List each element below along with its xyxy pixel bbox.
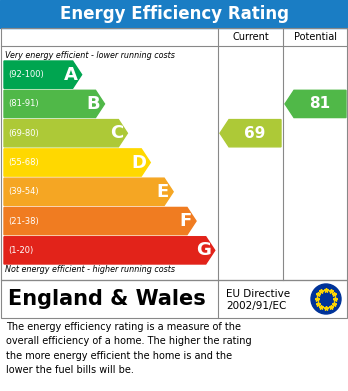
Text: (81-91): (81-91) <box>8 99 39 108</box>
Text: (1-20): (1-20) <box>8 246 33 255</box>
Polygon shape <box>4 149 150 176</box>
Text: E: E <box>156 183 168 201</box>
Bar <box>1 28 347 280</box>
Text: Very energy efficient - lower running costs: Very energy efficient - lower running co… <box>5 50 175 59</box>
Polygon shape <box>4 61 82 88</box>
Polygon shape <box>4 90 104 118</box>
Text: D: D <box>132 154 147 172</box>
Polygon shape <box>4 120 127 147</box>
Text: Current: Current <box>232 32 269 42</box>
Polygon shape <box>4 237 215 264</box>
Text: G: G <box>196 241 211 259</box>
Text: 2002/91/EC: 2002/91/EC <box>226 301 286 311</box>
Text: Potential: Potential <box>294 32 337 42</box>
Polygon shape <box>4 208 196 235</box>
Text: EU Directive: EU Directive <box>226 289 290 299</box>
Text: C: C <box>110 124 123 142</box>
Text: (55-68): (55-68) <box>8 158 39 167</box>
Text: Not energy efficient - higher running costs: Not energy efficient - higher running co… <box>5 265 175 274</box>
Text: Energy Efficiency Rating: Energy Efficiency Rating <box>60 5 288 23</box>
Text: (69-80): (69-80) <box>8 129 39 138</box>
Circle shape <box>311 284 341 314</box>
Text: 69: 69 <box>244 126 266 141</box>
Text: B: B <box>87 95 100 113</box>
Text: England & Wales: England & Wales <box>8 289 206 309</box>
Text: (21-38): (21-38) <box>8 217 39 226</box>
Polygon shape <box>285 90 346 118</box>
Text: A: A <box>64 66 78 84</box>
Text: F: F <box>179 212 191 230</box>
Text: 81: 81 <box>309 97 331 111</box>
Polygon shape <box>220 120 281 147</box>
Text: (92-100): (92-100) <box>8 70 44 79</box>
Text: The energy efficiency rating is a measure of the
overall efficiency of a home. T: The energy efficiency rating is a measur… <box>6 322 252 375</box>
Polygon shape <box>4 178 173 205</box>
Text: (39-54): (39-54) <box>8 187 39 196</box>
Bar <box>1 280 347 318</box>
Bar <box>0 0 348 28</box>
